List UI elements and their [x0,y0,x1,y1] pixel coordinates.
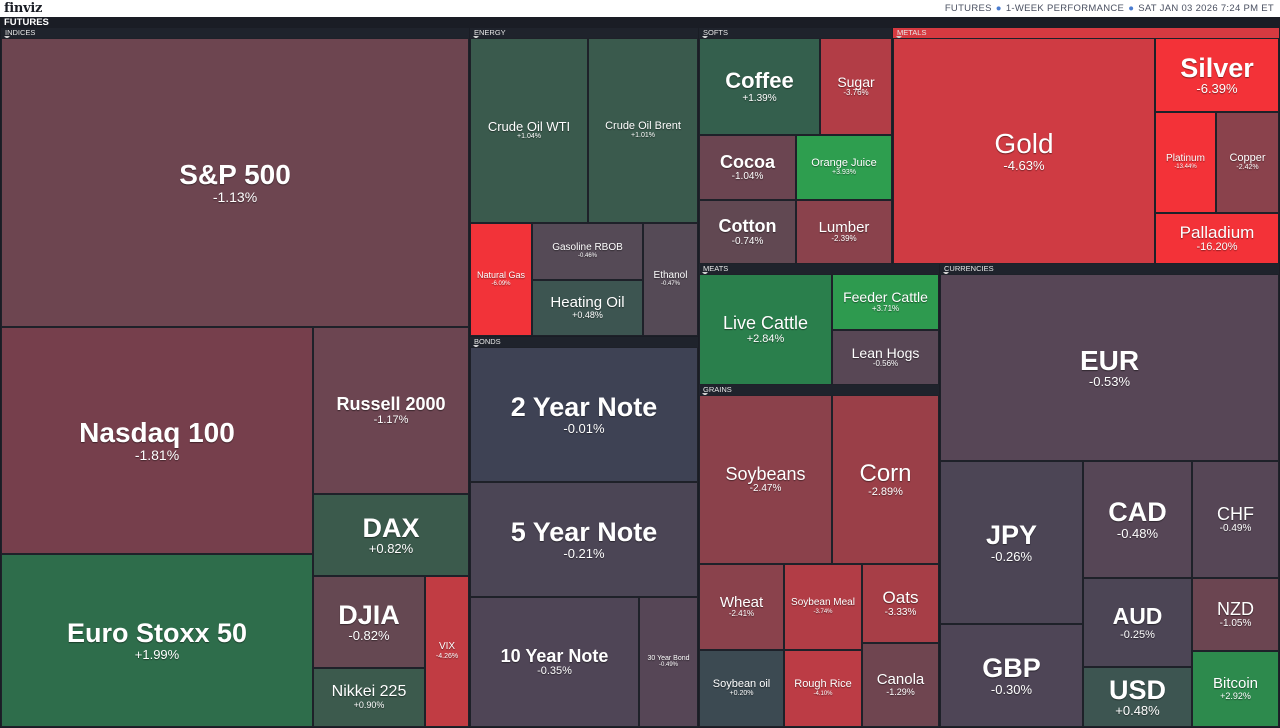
tile-jpy[interactable]: JPY -0.26% [940,461,1083,624]
sector-label: METALS [896,28,927,39]
tile-cotton[interactable]: Cotton -0.74% [699,200,796,264]
tile-feeder-cattle[interactable]: Feeder Cattle +3.71% [832,274,939,330]
sector-metals: METALS Gold -4.63% Silver -6.39% Platinum -… [893,28,1279,264]
tile-sp-500[interactable]: S&P 500 -1.13% [1,38,469,327]
tile-nikkei-225[interactable]: Nikkei 225 +0.90% [313,668,425,727]
caret-down-icon [896,36,902,39]
tile-aud[interactable]: AUD -0.25% [1083,578,1192,667]
tile-10-year-note[interactable]: 10 Year Note -0.35% [470,597,639,727]
sector-label: BONDS [473,337,501,348]
tile-silver[interactable]: Silver -6.39% [1155,38,1279,112]
header-view: 1-WEEK PERFORMANCE [1005,3,1125,14]
sector-label: CURRENCIES [943,264,994,275]
sector-label: MEATS [702,264,729,275]
tile-2-year-note[interactable]: 2 Year Note -0.01% [470,347,698,482]
caret-down-icon [702,272,708,275]
map-title-bar: FUTURES [0,17,1280,28]
tile-soybean-meal[interactable]: Soybean Meal -3.74% [784,564,862,650]
tile-vix[interactable]: VIX -4.26% [425,576,469,727]
sector-bonds: BONDS 2 Year Note -0.01% 5 Year Note -0.21… [470,337,698,727]
dot-separator-icon: ● [995,3,1002,14]
tile-platinum[interactable]: Platinum -13.44% [1155,112,1216,213]
tile-copper[interactable]: Copper -2.42% [1216,112,1279,213]
tile-eur[interactable]: EUR -0.53% [940,274,1279,461]
header-info: FUTURES ● 1-WEEK PERFORMANCE ● SAT JAN 03 20… [945,3,1274,14]
tile-rough-rice[interactable]: Rough Rice -4.10% [784,650,862,727]
header-section: FUTURES [944,3,992,14]
sector-label: GRAINS [702,385,732,396]
sector-currencies: CURRENCIES EUR -0.53% JPY -0.26% CAD -0.48%… [940,264,1279,727]
tile-ethanol[interactable]: Ethanol -0.47% [643,223,698,336]
caret-down-icon [702,393,708,396]
caret-down-icon [473,36,479,39]
tile-crude-oil-brent[interactable]: Crude Oil Brent +1.01% [588,38,698,223]
tile-djia[interactable]: DJIA -0.82% [313,576,425,668]
sector-grains: GRAINS Soybeans -2.47% Corn -2.89% Wheat -2… [699,385,939,727]
tile-gasoline-rbob[interactable]: Gasoline RBOB -0.46% [532,223,643,280]
finviz-logo[interactable]: finviz [4,1,43,16]
tile-russell-2000[interactable]: Russell 2000 -1.17% [313,327,469,494]
tile-coffee[interactable]: Coffee +1.39% [699,38,820,135]
tile-live-cattle[interactable]: Live Cattle +2.84% [699,274,832,385]
tile-canola[interactable]: Canola -1.29% [862,643,939,727]
tile-soybeans[interactable]: Soybeans -2.47% [699,395,832,564]
tile-nzd[interactable]: NZD -1.05% [1192,578,1279,651]
sector-softs: SOFTS Coffee +1.39% Sugar -3.76% Cocoa -1.0… [699,28,892,264]
sector-indices: INDICES S&P 500 -1.13% Nasdaq 100 -1.81% R… [1,28,469,727]
tile-gbp[interactable]: GBP -0.30% [940,624,1083,727]
tile-natural-gas[interactable]: Natural Gas -6.09% [470,223,532,336]
header-datetime: SAT JAN 03 2026 7:24 PM ET [1138,3,1274,14]
tile-wheat[interactable]: Wheat -2.41% [699,564,784,650]
tile-palladium[interactable]: Palladium -16.20% [1155,213,1279,264]
tile-cad[interactable]: CAD -0.48% [1083,461,1192,578]
tile-usd[interactable]: USD +0.48% [1083,667,1192,727]
tile-bitcoin[interactable]: Bitcoin +2.92% [1192,651,1279,727]
tile-gold[interactable]: Gold -4.63% [893,38,1155,264]
tile-crude-oil-wti[interactable]: Crude Oil WTI +1.04% [470,38,588,223]
tile-heating-oil[interactable]: Heating Oil +0.48% [532,280,643,336]
caret-down-icon [473,345,479,348]
tile-sugar[interactable]: Sugar -3.76% [820,38,892,135]
tile-chf[interactable]: CHF -0.49% [1192,461,1279,578]
tile-5-year-note[interactable]: 5 Year Note -0.21% [470,482,698,597]
tile-30-year-bond[interactable]: 30 Year Bond -0.49% [639,597,698,727]
sector-meats: MEATS Live Cattle +2.84% Feeder Cattle +3.… [699,264,939,385]
sector-label: INDICES [4,28,36,39]
sector-label: SOFTS [702,28,729,39]
tile-euro-stoxx-50[interactable]: Euro Stoxx 50 +1.99% [1,554,313,727]
tile-nasdaq-100[interactable]: Nasdaq 100 -1.81% [1,327,313,554]
dot-separator-icon: ● [1128,3,1135,14]
tile-orange-juice[interactable]: Orange Juice +3.93% [796,135,892,200]
tile-lumber[interactable]: Lumber -2.39% [796,200,892,264]
caret-down-icon [702,36,708,39]
tile-oats[interactable]: Oats -3.33% [862,564,939,643]
top-bar: finviz FUTURES ● 1-WEEK PERFORMANCE ● SAT JA… [0,0,1280,17]
tile-soybean-oil[interactable]: Soybean oil +0.20% [699,650,784,727]
caret-down-icon [4,36,10,39]
tile-corn[interactable]: Corn -2.89% [832,395,939,564]
tile-cocoa[interactable]: Cocoa -1.04% [699,135,796,200]
tile-dax[interactable]: DAX +0.82% [313,494,469,576]
map-title: FUTURES [4,17,49,28]
caret-down-icon [943,272,949,275]
sector-label: ENERGY [473,28,506,39]
sector-energy: ENERGY Crude Oil WTI +1.04% Crude Oil Bre… [470,28,698,336]
tile-lean-hogs[interactable]: Lean Hogs -0.56% [832,330,939,385]
